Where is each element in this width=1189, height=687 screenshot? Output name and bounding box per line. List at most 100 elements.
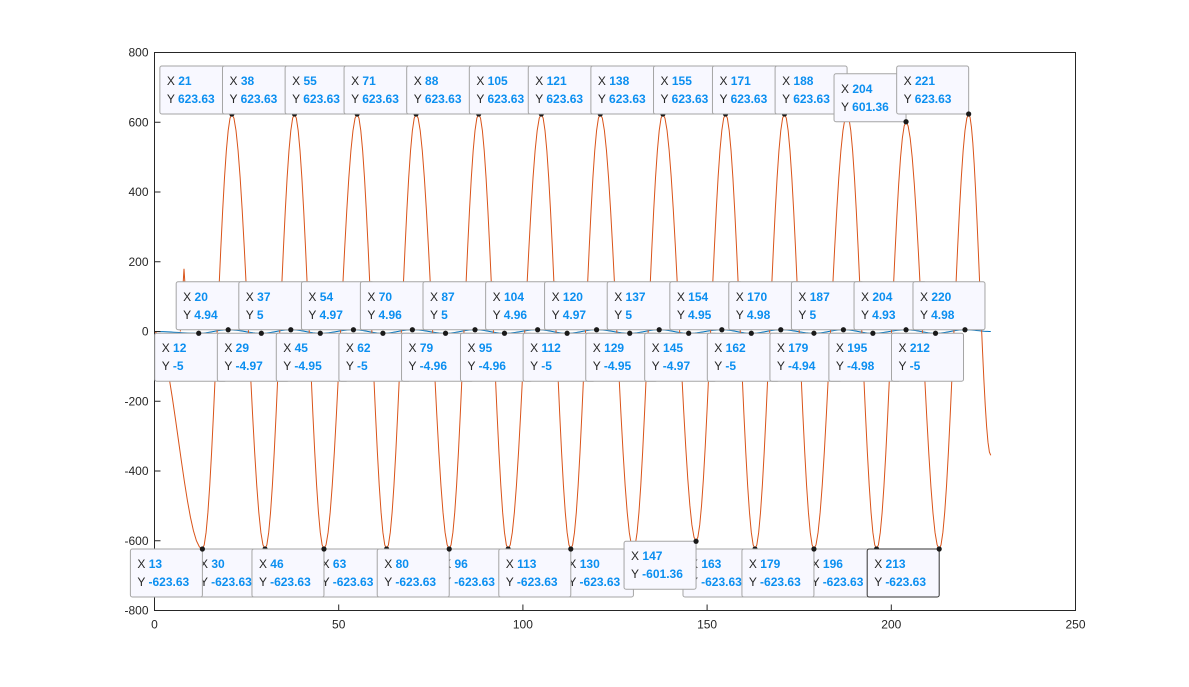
datatip[interactable]: X 179 Y -623.63: [741, 546, 817, 598]
datatip-x: X 204: [841, 82, 873, 96]
datatip-marker: [870, 330, 876, 336]
datatip-y: Y 623.63: [598, 92, 646, 106]
datatip[interactable]: X 188 Y 623.63: [774, 65, 850, 117]
datatip-y: Y -623.63: [200, 575, 252, 589]
datatip[interactable]: X 112 Y -5: [522, 330, 596, 382]
datatip[interactable]: X 71 Y 623.63: [343, 65, 419, 117]
datatip-y: Y -5: [346, 359, 368, 373]
datatip-y: Y -5: [162, 359, 184, 373]
datatip[interactable]: X 113 Y -623.63: [498, 546, 574, 598]
datatip-y: Y -4.97: [652, 359, 691, 373]
datatip-y: Y 623.63: [414, 92, 462, 106]
datatip-x: X 87: [430, 290, 455, 304]
datatip-x: X 62: [346, 341, 371, 355]
datatip[interactable]: X 121 Y 623.63: [527, 65, 603, 117]
datatip-y: Y -4.96: [409, 359, 448, 373]
datatip[interactable]: X 79 Y -4.96: [401, 330, 475, 382]
datatip[interactable]: X 212 Y -5: [891, 330, 965, 382]
datatip-box: [376, 548, 450, 598]
datatip[interactable]: X 170 Y 4.98: [728, 281, 802, 333]
datatip[interactable]: X 37 Y 5: [238, 281, 312, 333]
datatip[interactable]: X 147 Y -601.36: [623, 538, 699, 590]
datatip[interactable]: X 104 Y 4.96: [485, 281, 559, 333]
datatip-x: X 79: [409, 341, 434, 355]
datatip-marker: [442, 330, 449, 336]
datatip[interactable]: X 195 Y -4.98: [828, 330, 902, 382]
datatip[interactable]: X 87 Y 5: [422, 281, 496, 333]
datatip-x: X 88: [414, 74, 439, 88]
datatip[interactable]: X 29 Y -4.97: [216, 330, 290, 382]
datatip[interactable]: X 179 Y -4.94: [769, 330, 843, 382]
datatip-y: Y 623.63: [351, 92, 399, 106]
datatip-box: [866, 548, 940, 598]
datatip[interactable]: X 46 Y -623.63: [251, 546, 327, 598]
datatip-y: Y 4.96: [493, 308, 528, 322]
datatip-marker: [962, 327, 968, 333]
datatip-y: Y 623.63: [904, 92, 952, 106]
datatip[interactable]: X 62 Y -5: [338, 330, 412, 382]
datatip[interactable]: X 137 Y 5: [606, 281, 680, 333]
datatip-x: X 13: [137, 557, 162, 571]
x-tick-label: 250: [1065, 618, 1085, 632]
datatip-marker: [686, 330, 692, 336]
datatip[interactable]: X 70 Y 4.96: [359, 281, 433, 333]
datatip[interactable]: X 88 Y 623.63: [406, 65, 482, 117]
datatip-y: Y 5: [614, 308, 632, 322]
datatip-marker: [656, 327, 662, 333]
datatip[interactable]: X 95 Y -4.96: [459, 330, 533, 382]
datatip[interactable]: X 220 Y 4.98: [912, 281, 986, 333]
datatip-x: X 104: [493, 290, 525, 304]
datatip[interactable]: X 30 Y -623.63: [192, 546, 268, 598]
datatip-x: X 12: [162, 341, 187, 355]
y-tick-label: 400: [128, 185, 148, 199]
datatip[interactable]: X 38 Y 623.63: [221, 65, 298, 117]
datatip[interactable]: X 45 Y -4.95: [275, 330, 349, 382]
datatip-x: X 113: [506, 557, 537, 571]
datatip-marker: [932, 330, 939, 336]
datatip-y: Y 623.63: [229, 92, 277, 106]
datatip[interactable]: X 13 Y -623.63: [129, 546, 205, 598]
datatip[interactable]: X 120 Y 4.97: [544, 281, 618, 333]
datatip[interactable]: X 154 Y 4.95: [669, 281, 743, 333]
datatip-x: X 80: [384, 557, 409, 571]
datatip[interactable]: X 105 Y 623.63: [468, 65, 544, 117]
datatip[interactable]: X 12 Y -5: [154, 330, 228, 382]
datatip[interactable]: X 171 Y 623.63: [711, 65, 788, 117]
datatip[interactable]: X 196 Y -623.63: [804, 546, 880, 598]
datatip-x: X 179: [749, 557, 781, 571]
datatip[interactable]: X 145 Y -4.97: [644, 330, 718, 382]
datatip-marker: [903, 327, 909, 333]
datatip-y: Y 623.63: [535, 92, 583, 106]
datatip-marker: [564, 330, 570, 336]
y-tick-label: 0: [142, 325, 149, 339]
datatip-marker: [748, 330, 754, 336]
datatip-y: Y 5: [430, 308, 448, 322]
datatip-marker: [501, 330, 508, 336]
datatip-box: [498, 548, 572, 598]
datatip[interactable]: X 63 Y -623.63: [314, 546, 390, 598]
datatip[interactable]: X 20 Y 4.94: [175, 281, 249, 333]
datatip-x: X 145: [652, 341, 684, 355]
datatip[interactable]: X 138 Y 623.63: [590, 65, 666, 117]
datatip-x: X 195: [836, 341, 868, 355]
datatip-marker: [568, 546, 574, 552]
datatip[interactable]: X 155 Y 623.63: [653, 65, 729, 117]
datatip-x: X 105: [476, 74, 508, 88]
datatip-y: Y -623.63: [322, 575, 374, 589]
datatip-y: Y -601.36: [631, 567, 683, 581]
datatip-x: X 188: [782, 74, 814, 88]
datatip-x: X 204: [861, 290, 893, 304]
datatip[interactable]: X 221 Y 623.63: [896, 65, 972, 117]
datatip[interactable]: X 204 Y 4.93: [853, 281, 927, 333]
datatip-marker: [225, 327, 231, 333]
datatip[interactable]: X 213 Y -623.63: [866, 546, 942, 598]
y-tick-label: -200: [124, 394, 148, 408]
datatip-box: [623, 540, 697, 590]
datatip[interactable]: X 129 Y -4.95: [585, 330, 659, 382]
datatip[interactable]: X 162 Y -5: [706, 330, 780, 382]
datatip-y: Y -623.63: [443, 575, 495, 589]
datatip[interactable]: X 187 Y 5: [790, 281, 864, 333]
y-tick-label: -400: [124, 464, 148, 478]
datatip[interactable]: X 80 Y -623.63: [376, 546, 452, 598]
